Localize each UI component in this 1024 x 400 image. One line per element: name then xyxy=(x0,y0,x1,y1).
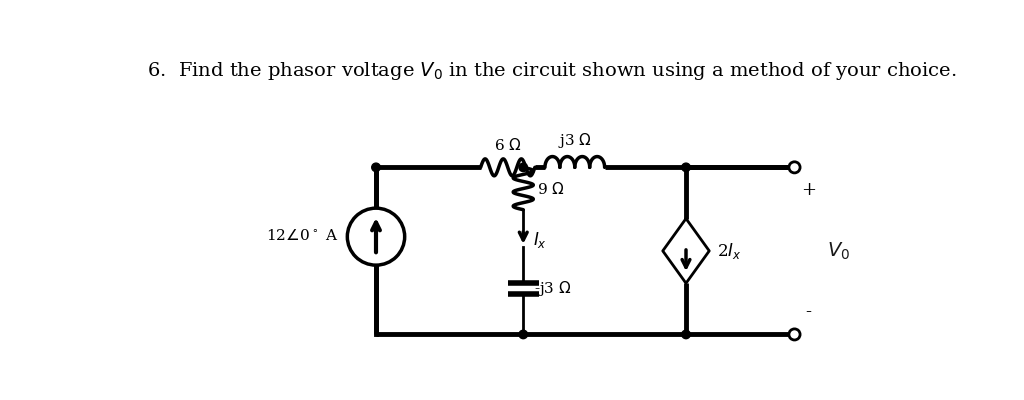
Text: 9 $\Omega$: 9 $\Omega$ xyxy=(538,180,565,196)
Text: $I_x$: $I_x$ xyxy=(532,230,547,250)
Text: +: + xyxy=(801,181,816,199)
Circle shape xyxy=(519,330,527,339)
Text: 6.  Find the phasor voltage $V_0$ in the circuit shown using a method of your ch: 6. Find the phasor voltage $V_0$ in the … xyxy=(147,60,957,82)
Circle shape xyxy=(788,329,800,340)
Text: 2$I_x$: 2$I_x$ xyxy=(717,241,741,261)
Circle shape xyxy=(347,208,404,265)
Polygon shape xyxy=(663,218,710,283)
Text: 6 $\Omega$: 6 $\Omega$ xyxy=(494,138,521,154)
Circle shape xyxy=(519,163,527,172)
Circle shape xyxy=(682,163,690,172)
Circle shape xyxy=(788,162,800,173)
Circle shape xyxy=(682,330,690,339)
Circle shape xyxy=(372,163,380,172)
Text: j3 $\Omega$: j3 $\Omega$ xyxy=(558,132,592,150)
Text: $V_0$: $V_0$ xyxy=(827,240,850,262)
Text: -: - xyxy=(806,302,811,320)
Text: -j3 $\Omega$: -j3 $\Omega$ xyxy=(535,279,571,298)
Text: 12$\angle$0$^\circ$ A: 12$\angle$0$^\circ$ A xyxy=(266,229,338,244)
